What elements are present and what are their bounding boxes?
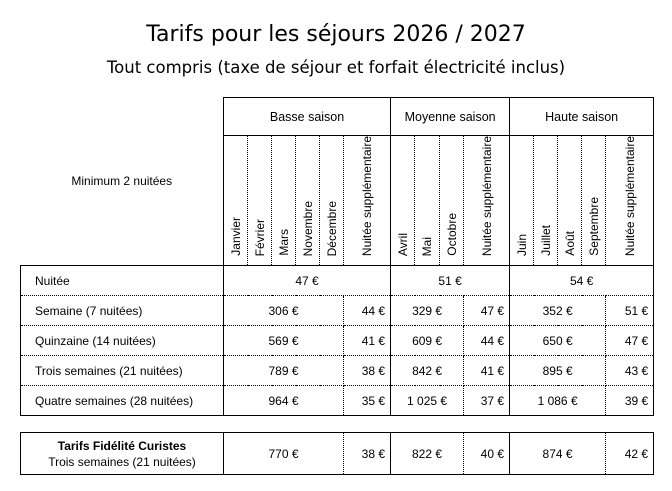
nightly-price: 54 €: [509, 265, 655, 297]
row-label: Quatre semaines (28 nuitées): [20, 385, 224, 417]
month-header: Août: [557, 134, 583, 267]
stay-price: 1 086 €: [509, 385, 607, 417]
extra-night-price: 41 €: [463, 355, 511, 387]
season-header: Haute saison: [509, 97, 655, 136]
month-label: Avril: [395, 232, 410, 257]
fidelity-extra-night-price: 38 €: [343, 432, 392, 475]
extra-night-header: Nuitée supplémentaire: [605, 134, 655, 267]
month-label: Juin: [514, 234, 529, 257]
fidelity-extra-night-price: 40 €: [463, 432, 511, 475]
extra-night-price: 47 €: [463, 295, 511, 327]
fidelity-title: Tarifs Fidélité Curistes: [57, 438, 187, 453]
stay-price: 895 €: [509, 355, 607, 387]
month-label: Août: [562, 231, 577, 257]
extra-night-price: 44 €: [342, 295, 392, 327]
fidelity-price: 822 €: [390, 432, 465, 475]
extra-night-price: 35 €: [342, 385, 392, 417]
fidelity-label: Tarifs Fidélité Curistes Trois semaines (…: [20, 432, 224, 475]
stay-price: 650 €: [509, 325, 607, 357]
table-row: Trois semaines (21 nuitées) 789 €38 €842 …: [20, 355, 655, 387]
extra-night-label: Nuitée supplémentaire: [622, 136, 637, 257]
minimum-nights-label: Minimum 2 nuitées: [20, 97, 224, 266]
stay-price: 1 025 €: [390, 385, 465, 417]
nightly-price: 47 €: [222, 265, 392, 297]
stay-price: 306 €: [223, 295, 344, 327]
season-header-row: Minimum 2 nuitées Basse saison Moyenne sai…: [20, 97, 655, 266]
page-subtitle: Tout compris (taxe de séjour et forfait …: [106, 58, 566, 77]
month-header: Juin: [509, 134, 535, 267]
month-label: Décembre: [324, 200, 339, 257]
table-row: Quatre semaines (28 nuitées) 964 €35 €1 0…: [20, 385, 655, 417]
month-header: Avril: [390, 134, 416, 267]
season-header: Moyenne saison: [390, 97, 511, 136]
row-label: Semaine (7 nuitées): [20, 295, 224, 327]
month-label: Mars: [276, 229, 291, 257]
stay-price: 329 €: [390, 295, 465, 327]
extra-night-price: 41 €: [342, 325, 392, 357]
row-label: Quinzaine (14 nuitées): [20, 325, 224, 357]
fidelity-row: Tarifs Fidélité Curistes Trois semaines (…: [20, 432, 655, 475]
stay-price: 964 €: [223, 385, 344, 417]
fidelity-price: 874 €: [509, 432, 607, 475]
month-header-row: Janvier Février Mars Novembre Décembre Nuitée…: [21, 134, 655, 267]
month-header: Mai: [414, 134, 441, 267]
month-header: Mars: [271, 134, 296, 267]
stay-price: 842 €: [390, 355, 465, 387]
month-header: Janvier: [223, 134, 248, 267]
month-label: Février: [252, 218, 267, 257]
extra-night-price: 51 €: [605, 295, 655, 327]
extra-night-price: 44 €: [463, 325, 511, 357]
table-row: Semaine (7 nuitées) 306 €44 €329 €47 €352…: [20, 295, 655, 327]
nightly-price: 51 €: [390, 265, 511, 297]
extra-night-label: Nuitée supplémentaire: [360, 136, 375, 257]
month-header: Juillet: [533, 134, 559, 267]
extra-night-price: 39 €: [605, 385, 655, 417]
fidelity-table: Tarifs Fidélité Curistes Trois semaines (…: [20, 432, 655, 475]
month-header: Décembre: [319, 134, 344, 267]
row-label: Trois semaines (21 nuitées): [20, 355, 224, 387]
fidelity-extra-night-price: 42 €: [605, 432, 655, 475]
month-label: Septembre: [586, 197, 601, 257]
extra-night-header: Nuitée supplémentaire: [342, 134, 392, 267]
month-label: Janvier: [228, 217, 243, 257]
month-header: Novembre: [295, 134, 320, 267]
month-header: Septembre: [581, 134, 607, 267]
month-header: Février: [247, 134, 272, 267]
month-label: Octobre: [444, 213, 459, 257]
month-label: Novembre: [300, 200, 315, 257]
stay-price: 609 €: [390, 325, 465, 357]
table-row: Quinzaine (14 nuitées) 569 €41 €609 €44 €…: [20, 325, 655, 357]
table-row: Nuitée 47 €51 €54 €: [20, 265, 655, 297]
month-label: Juillet: [538, 225, 553, 257]
stay-price: 352 €: [509, 295, 607, 327]
extra-night-price: 38 €: [342, 355, 392, 387]
extra-night-price: 37 €: [463, 385, 511, 417]
extra-night-price: 47 €: [605, 325, 655, 357]
page-title: Tarifs pour les séjours 2026 / 2027: [146, 22, 526, 47]
season-header: Basse saison: [222, 97, 392, 136]
month-label: Mai: [420, 236, 435, 257]
stay-price: 569 €: [223, 325, 344, 357]
extra-night-header: Nuitée supplémentaire: [463, 134, 511, 267]
month-header: Octobre: [439, 134, 465, 267]
fidelity-subtitle: Trois semaines (21 nuitées): [48, 454, 196, 469]
price-table: Minimum 2 nuitées Basse saison Moyenne sai…: [20, 97, 655, 417]
fidelity-price: 770 €: [222, 432, 345, 475]
stay-price: 789 €: [223, 355, 344, 387]
row-label: Nuitée: [20, 265, 224, 297]
extra-night-label: Nuitée supplémentaire: [479, 136, 494, 257]
extra-night-price: 43 €: [605, 355, 655, 387]
